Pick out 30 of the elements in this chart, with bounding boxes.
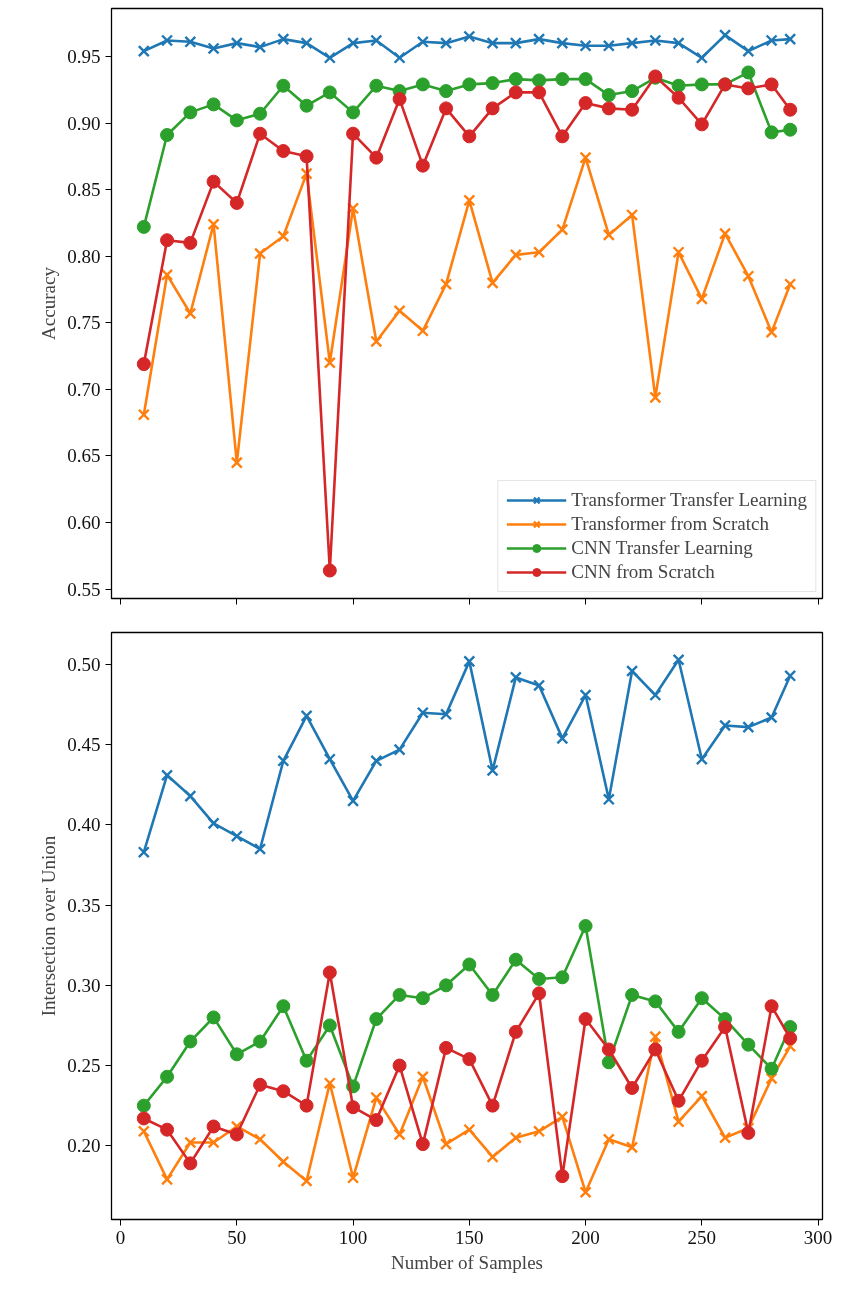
y-tick-label: 0.65 <box>67 445 101 467</box>
x-axis-title: Number of Samples <box>391 1251 543 1273</box>
y-tick-label: 0.50 <box>67 654 101 676</box>
x-tick-label: 300 <box>803 1226 833 1248</box>
y-axis-title: Accuracy <box>38 266 60 340</box>
x-tick-label: 100 <box>338 1226 368 1248</box>
y-tick-label: 0.20 <box>67 1135 101 1157</box>
y-tick-label: 0.75 <box>67 312 101 334</box>
legend-label: Transformer from Scratch <box>571 513 769 535</box>
y-tick-label: 0.35 <box>67 894 101 916</box>
y-tick-label: 0.40 <box>67 814 101 836</box>
y-tick-label: 0.60 <box>67 512 101 534</box>
x-tick-label: 0 <box>115 1226 126 1248</box>
legend-label: CNN Transfer Learning <box>571 537 753 559</box>
x-tick-label: 250 <box>687 1226 717 1248</box>
x-tick-label: 150 <box>455 1226 484 1248</box>
x-tick-label: 50 <box>227 1226 247 1248</box>
y-axis-title: Intersection over Union <box>38 835 60 1017</box>
y-tick-label: 0.25 <box>67 1055 101 1077</box>
x-tick-label: 200 <box>571 1226 600 1248</box>
y-tick-label: 0.70 <box>67 378 101 400</box>
y-tick-label: 0.45 <box>67 734 101 756</box>
legend-label: CNN from Scratch <box>571 561 715 583</box>
y-tick-label: 0.90 <box>67 112 101 134</box>
legend-label: Transformer Transfer Learning <box>571 489 807 511</box>
y-tick-label: 0.80 <box>67 245 101 267</box>
y-tick-label: 0.55 <box>67 578 101 600</box>
y-tick-label: 0.85 <box>67 179 101 201</box>
y-tick-label: 0.95 <box>67 45 101 67</box>
y-tick-label: 0.30 <box>67 974 101 996</box>
